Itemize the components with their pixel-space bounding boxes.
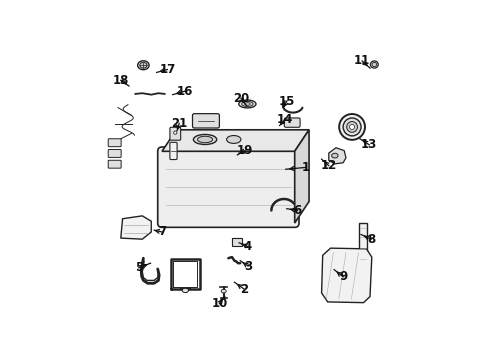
- Ellipse shape: [182, 288, 188, 293]
- Text: 5: 5: [134, 261, 142, 274]
- Text: 20: 20: [232, 92, 248, 105]
- Text: 7: 7: [158, 225, 166, 238]
- Bar: [232, 238, 241, 246]
- Text: 14: 14: [276, 113, 292, 126]
- Text: 10: 10: [211, 297, 227, 310]
- FancyBboxPatch shape: [108, 139, 121, 147]
- Polygon shape: [162, 130, 308, 151]
- Polygon shape: [359, 223, 366, 268]
- Text: 6: 6: [293, 204, 301, 217]
- Text: 9: 9: [338, 270, 346, 283]
- Text: 15: 15: [278, 95, 294, 108]
- Text: 12: 12: [320, 159, 336, 172]
- Ellipse shape: [343, 118, 360, 136]
- Text: 3: 3: [244, 260, 252, 273]
- Ellipse shape: [238, 100, 255, 108]
- Text: 4: 4: [243, 240, 251, 253]
- Ellipse shape: [137, 61, 149, 70]
- Ellipse shape: [346, 122, 357, 132]
- FancyBboxPatch shape: [169, 142, 177, 159]
- Ellipse shape: [197, 136, 212, 143]
- FancyBboxPatch shape: [108, 149, 121, 157]
- FancyBboxPatch shape: [192, 114, 219, 128]
- FancyBboxPatch shape: [169, 127, 180, 140]
- Ellipse shape: [221, 289, 226, 293]
- Ellipse shape: [173, 131, 177, 134]
- Polygon shape: [121, 216, 151, 239]
- Text: 13: 13: [361, 138, 377, 151]
- Text: 18: 18: [112, 74, 129, 87]
- FancyBboxPatch shape: [108, 160, 121, 168]
- Text: 21: 21: [171, 117, 187, 130]
- Ellipse shape: [244, 103, 250, 105]
- Text: 1: 1: [301, 161, 309, 174]
- Ellipse shape: [193, 134, 216, 144]
- Ellipse shape: [241, 102, 253, 107]
- Ellipse shape: [349, 125, 354, 130]
- Text: 16: 16: [177, 85, 193, 98]
- Polygon shape: [321, 248, 371, 303]
- Text: 2: 2: [240, 283, 248, 296]
- Ellipse shape: [331, 153, 337, 158]
- Text: 11: 11: [353, 54, 369, 67]
- FancyBboxPatch shape: [158, 147, 298, 227]
- Ellipse shape: [339, 114, 364, 140]
- Text: 17: 17: [159, 63, 175, 76]
- Polygon shape: [328, 148, 346, 164]
- Polygon shape: [294, 130, 308, 223]
- Ellipse shape: [371, 62, 376, 67]
- Ellipse shape: [369, 61, 378, 68]
- Text: 19: 19: [237, 144, 253, 157]
- Ellipse shape: [140, 62, 147, 68]
- Text: 8: 8: [366, 233, 374, 246]
- Ellipse shape: [226, 135, 241, 143]
- FancyBboxPatch shape: [284, 118, 300, 127]
